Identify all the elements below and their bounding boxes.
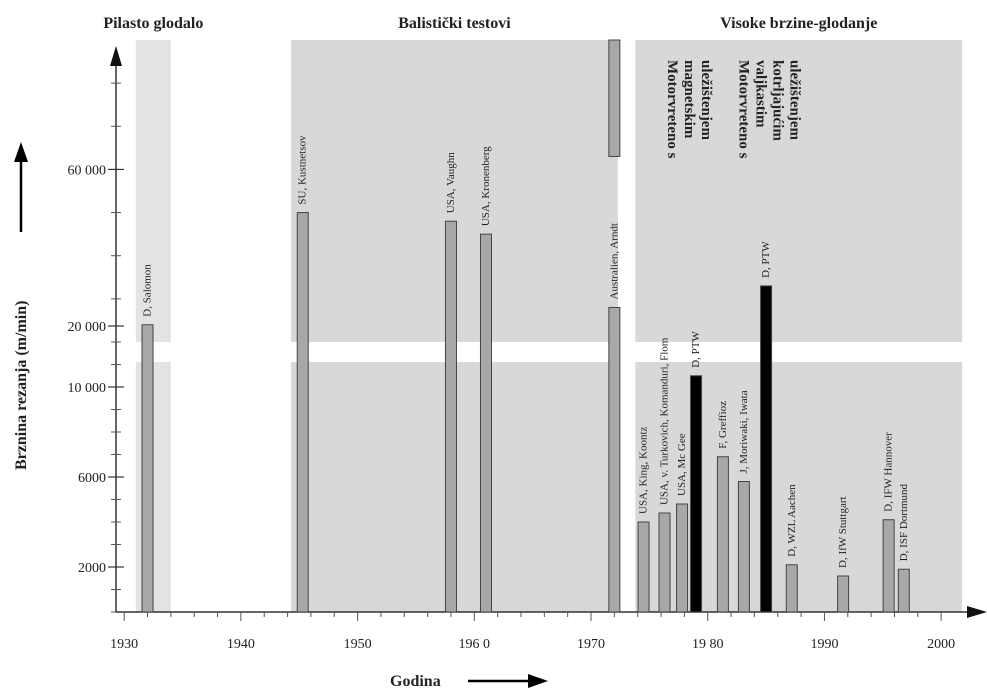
y-axis-arrowhead bbox=[110, 46, 122, 66]
x-axis-label: Godina bbox=[390, 673, 441, 690]
bar-label: USA, v. Turkovich, Komanduri, Flom bbox=[659, 337, 671, 505]
x-tick-label: 196 0 bbox=[459, 637, 491, 652]
x-tick-label: 1950 bbox=[344, 637, 372, 652]
bar-label: J, Moriwaki, Iwata bbox=[738, 390, 750, 473]
bar-label: D, IFW Hannover bbox=[883, 432, 895, 512]
bar bbox=[608, 306, 621, 613]
region-bg-upper bbox=[135, 40, 171, 342]
bar-label: D, IfW Stuttgart bbox=[837, 496, 849, 568]
x-tick-label: 1930 bbox=[110, 637, 138, 652]
axis-break-strip bbox=[112, 342, 978, 362]
bar-label: D, WZL Aachen bbox=[786, 484, 798, 557]
bar bbox=[637, 521, 650, 613]
bar-label: USA, Vaughn bbox=[445, 152, 457, 213]
region-title: Visoke brzine-glodanje bbox=[720, 15, 877, 32]
bar-label: USA, Mc Gee bbox=[676, 433, 688, 496]
bar bbox=[141, 324, 154, 613]
y-axis-label: Brznina rezanja (m/min) bbox=[13, 301, 30, 470]
bar bbox=[676, 503, 689, 613]
region-title: Pilasto glodalo bbox=[103, 15, 203, 32]
x-axis-arrowhead bbox=[967, 606, 987, 618]
bar-label: D, ISF Dortmund bbox=[898, 483, 910, 561]
bar bbox=[737, 481, 750, 613]
y-label-arrow-head bbox=[14, 142, 28, 162]
annotation-line: uležištenjem bbox=[786, 60, 802, 140]
annotation-line: Motorvreteno s bbox=[664, 60, 680, 159]
annotation-line: valjkastim bbox=[752, 60, 768, 128]
bar-label: Australien, Arndt bbox=[608, 223, 620, 299]
bar bbox=[658, 512, 671, 613]
bar bbox=[882, 519, 895, 613]
bar-label: USA, Kronenberg bbox=[480, 146, 492, 226]
bar bbox=[444, 220, 457, 613]
x-tick-label: 1990 bbox=[810, 637, 838, 652]
x-label-arrow-head bbox=[528, 674, 548, 688]
bar bbox=[897, 568, 910, 613]
annotation-line: uležištenjem bbox=[698, 60, 714, 140]
bar bbox=[760, 285, 773, 613]
bar bbox=[479, 233, 492, 613]
annotation-line: Motorvreteno s bbox=[735, 60, 751, 159]
y-tick-label: 60 000 bbox=[68, 163, 107, 178]
annotation-line: magnetskim bbox=[681, 60, 697, 139]
bar-label: D, PTW bbox=[760, 241, 772, 278]
region-title: Balistički testovi bbox=[398, 15, 511, 32]
bar-label: USA, King, Koontz bbox=[638, 426, 650, 514]
y-tick-label: 20 000 bbox=[68, 320, 107, 335]
x-tick-label: 19 80 bbox=[692, 637, 724, 652]
bar bbox=[716, 456, 729, 613]
x-tick-label: 1970 bbox=[577, 637, 605, 652]
bar-label: SU, Kustnetsov bbox=[297, 135, 309, 205]
x-tick-label: 1940 bbox=[227, 637, 255, 652]
bar-label: D, PTW bbox=[690, 330, 702, 367]
bar-top-segment bbox=[608, 39, 621, 157]
y-tick-label: 6000 bbox=[78, 471, 106, 486]
region-bg-upper bbox=[635, 40, 963, 342]
x-tick-label: 2000 bbox=[927, 637, 955, 652]
bar bbox=[785, 564, 798, 613]
annotation-line: kotrljajućim bbox=[769, 60, 785, 141]
bar-label: D, Salomon bbox=[142, 264, 154, 317]
bar bbox=[690, 375, 703, 613]
bar bbox=[296, 212, 309, 613]
y-tick-label: 10 000 bbox=[68, 381, 107, 396]
bar bbox=[837, 575, 850, 613]
y-tick-label: 2000 bbox=[78, 561, 106, 576]
bar-label: F, Greffioz bbox=[717, 401, 729, 449]
